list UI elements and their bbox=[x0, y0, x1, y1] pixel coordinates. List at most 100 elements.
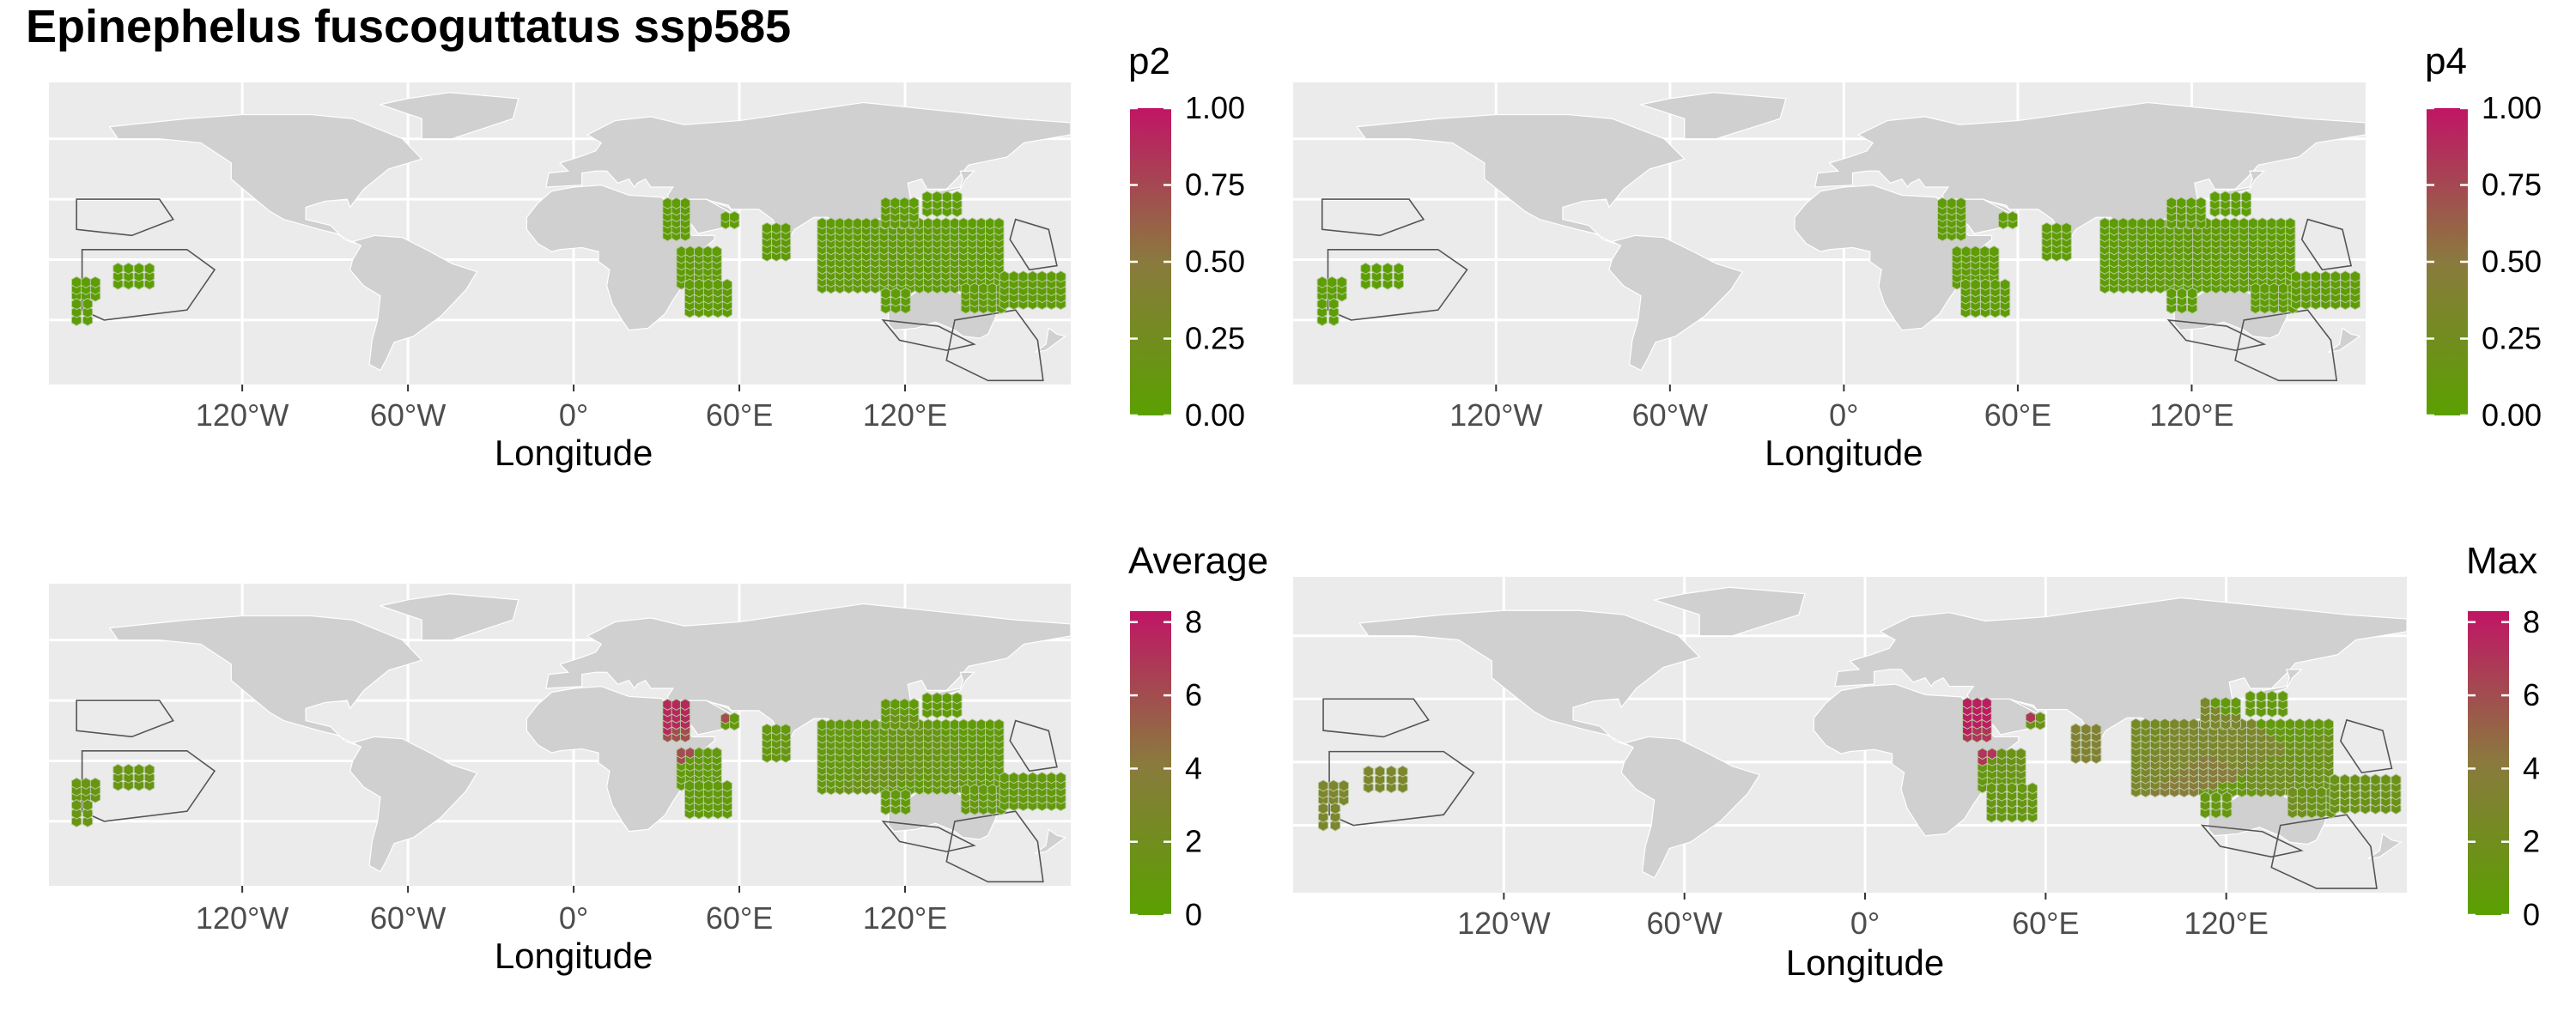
colorbar-tick-label: 2 bbox=[2523, 824, 2540, 859]
hex-cell bbox=[89, 777, 101, 790]
hex-cell bbox=[71, 298, 82, 311]
hex-cell bbox=[2070, 723, 2081, 736]
hex-cell bbox=[143, 262, 155, 275]
hex-cell bbox=[2200, 798, 2211, 811]
colorbar-tick-label: 1.00 bbox=[1185, 90, 1245, 125]
hex-cell bbox=[2284, 718, 2296, 730]
hex-cell bbox=[1989, 245, 2000, 258]
hex-cell bbox=[978, 784, 989, 797]
hex-cell bbox=[2339, 773, 2350, 786]
hex-cell bbox=[71, 815, 82, 827]
hex-cell bbox=[2136, 217, 2148, 230]
hex-cell bbox=[2256, 690, 2267, 703]
hex-cell bbox=[1937, 197, 1948, 209]
hex-cell bbox=[922, 718, 934, 731]
hex-cell bbox=[2360, 773, 2371, 786]
hex-cell bbox=[112, 270, 124, 282]
hex-cell bbox=[2187, 287, 2198, 300]
hex-cell bbox=[143, 779, 155, 791]
colorbar-legend: Average 0 2 4 6 8 bbox=[1128, 540, 1268, 932]
hex-cell bbox=[671, 698, 682, 711]
hex-cell bbox=[880, 788, 891, 801]
hex-cell bbox=[987, 282, 998, 295]
hex-cell bbox=[2275, 217, 2287, 230]
hex-cell bbox=[1363, 772, 1374, 786]
hex-cell bbox=[1951, 245, 1963, 258]
hex-cell bbox=[890, 788, 902, 801]
hex-cell bbox=[2245, 705, 2256, 718]
hex-cell bbox=[1962, 697, 1973, 710]
hex-cell bbox=[123, 771, 134, 784]
hex-cell bbox=[71, 799, 82, 812]
hex-cell bbox=[1329, 819, 1341, 832]
hex-cell bbox=[2266, 698, 2278, 711]
hex-cell bbox=[932, 692, 943, 705]
hex-cell bbox=[1986, 782, 1997, 795]
hex-cell bbox=[987, 784, 998, 797]
hex-cell bbox=[112, 771, 124, 784]
hex-cell bbox=[1317, 810, 1329, 823]
hex-cell bbox=[2200, 696, 2211, 709]
hex-cell bbox=[1970, 278, 1981, 291]
hex-cell bbox=[112, 763, 124, 776]
hex-cell bbox=[1386, 772, 1397, 786]
hex-cell bbox=[1386, 765, 1397, 778]
hex-cell bbox=[712, 278, 724, 291]
hex-cell bbox=[2370, 773, 2381, 786]
hex-cell bbox=[2099, 217, 2111, 230]
hex-cell bbox=[2200, 791, 2211, 804]
hex-cell bbox=[711, 747, 722, 760]
x-tick-label: 60°W bbox=[1646, 906, 1722, 941]
hex-cell bbox=[1316, 276, 1327, 288]
hex-cell bbox=[694, 245, 705, 258]
hex-cell bbox=[922, 217, 934, 230]
hex-cell bbox=[2310, 270, 2322, 283]
hex-cell bbox=[2266, 217, 2277, 230]
hex-cell bbox=[2200, 806, 2211, 819]
hex-cell bbox=[1327, 779, 1340, 792]
hex-cell bbox=[835, 718, 846, 731]
hex-cell bbox=[969, 784, 981, 797]
hex-cell bbox=[71, 777, 82, 790]
hex-cell bbox=[1986, 748, 1998, 760]
hex-cell bbox=[143, 277, 155, 290]
hex-cell bbox=[1979, 245, 1990, 258]
hex-cell bbox=[825, 217, 836, 230]
hex-cell bbox=[2160, 718, 2171, 730]
hex-cell bbox=[949, 217, 960, 230]
hex-cell bbox=[2296, 786, 2308, 799]
hex-cell bbox=[978, 282, 989, 295]
hex-cell bbox=[2349, 773, 2360, 786]
hex-cell bbox=[679, 698, 691, 711]
hex-cell bbox=[82, 306, 94, 318]
hex-cell bbox=[1946, 197, 1958, 209]
colorbar-tick-label: 0.50 bbox=[1185, 244, 1245, 279]
hex-cell bbox=[1046, 772, 1057, 785]
hex-cell bbox=[762, 723, 773, 736]
hex-cell bbox=[958, 718, 969, 731]
hex-cell bbox=[969, 282, 981, 295]
x-tick-label: 120°E bbox=[863, 900, 947, 936]
colorbar-tick-label: 1.00 bbox=[2482, 90, 2542, 125]
legend-title: p4 bbox=[2425, 40, 2467, 82]
hex-cell bbox=[860, 718, 872, 731]
colorbar-legend: p4 0.00 0.25 0.50 0.75 1.00 bbox=[2425, 40, 2542, 433]
hex-cell bbox=[1371, 262, 1382, 275]
hex-cell bbox=[781, 723, 792, 736]
hex-cell bbox=[2245, 698, 2256, 711]
hex-cell bbox=[133, 763, 144, 776]
hex-cells bbox=[71, 191, 1066, 326]
hex-cell bbox=[2329, 773, 2340, 786]
hex-cell bbox=[133, 779, 144, 791]
range-outlines bbox=[76, 700, 1058, 883]
x-tick-label: 120°W bbox=[1449, 397, 1542, 433]
hex-cell bbox=[999, 270, 1010, 283]
hex-cell bbox=[133, 277, 144, 290]
hex-cell bbox=[1316, 313, 1327, 326]
hex-cell bbox=[880, 197, 891, 209]
hex-cell bbox=[1382, 262, 1394, 275]
colorbar-legend: Max 0 2 4 6 8 bbox=[2466, 540, 2540, 932]
hex-cells bbox=[71, 692, 1066, 827]
hex-cell bbox=[1360, 270, 1371, 282]
hex-cell bbox=[2209, 696, 2221, 709]
